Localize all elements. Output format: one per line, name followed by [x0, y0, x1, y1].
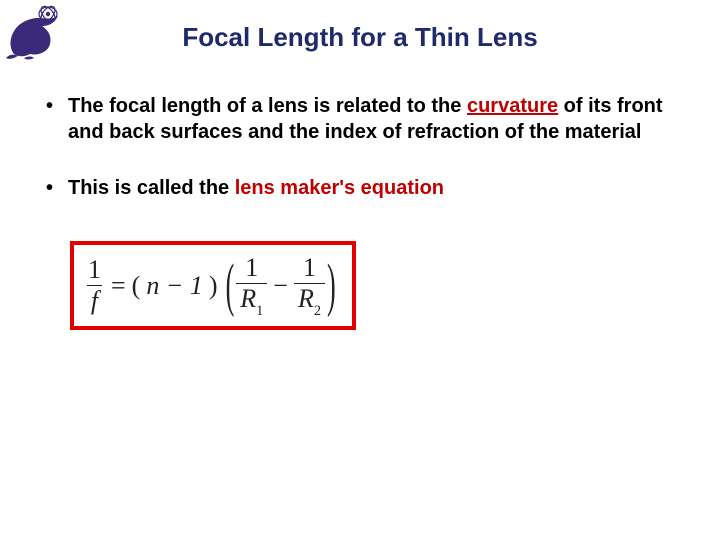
factor-inner: n − 1 — [146, 271, 203, 301]
highlight-term: lens maker's equation — [235, 177, 444, 199]
fraction-1-over-f: 1 f — [84, 257, 105, 314]
denominator-base: R — [298, 284, 314, 313]
factor-close-paren: ) — [209, 271, 218, 301]
curvature-difference: ( 1 R1 − 1 R2 ) — [224, 255, 338, 316]
fraction-1-over-r1: 1 R1 — [236, 255, 267, 316]
denominator-subscript: 2 — [314, 303, 321, 319]
close-paren-icon: ) — [327, 251, 336, 320]
denominator-base: R — [240, 284, 256, 313]
bullet-text-pre: This is called the — [68, 177, 235, 199]
numerator: 1 — [84, 257, 105, 285]
bullet-item: This is called the lens maker's equation — [40, 175, 670, 201]
bullet-item: The focal length of a lens is related to… — [40, 93, 670, 145]
denominator: f — [91, 286, 98, 315]
highlight-term: curvature — [467, 95, 558, 117]
numerator: 1 — [241, 255, 262, 283]
equation-box: 1 f = (n − 1) ( 1 R1 − 1 R2 ) — [70, 241, 356, 330]
lensmaker-equation: 1 f = (n − 1) ( 1 R1 − 1 R2 ) — [84, 255, 338, 316]
bullet-text-pre: The focal length of a lens is related to… — [68, 95, 467, 117]
gecko-logo — [4, 4, 68, 60]
minus-sign: − — [267, 271, 294, 301]
denominator-subscript: 1 — [256, 303, 263, 319]
factor-open-paren: ( — [132, 271, 141, 301]
equation-container: 1 f = (n − 1) ( 1 R1 − 1 R2 ) — [70, 241, 670, 330]
equals-sign: = — [111, 271, 126, 301]
bullet-list: The focal length of a lens is related to… — [40, 93, 670, 201]
slide-title: Focal Length for a Thin Lens — [0, 0, 720, 93]
slide-body: The focal length of a lens is related to… — [0, 93, 720, 330]
fraction-1-over-r2: 1 R2 — [294, 255, 325, 316]
open-paren-icon: ( — [226, 251, 235, 320]
numerator: 1 — [299, 255, 320, 283]
